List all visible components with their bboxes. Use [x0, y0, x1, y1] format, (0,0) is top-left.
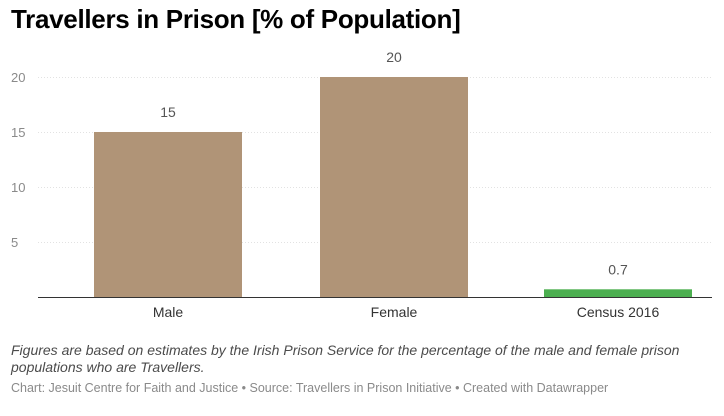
- y-tick-label-5: 5: [11, 235, 18, 250]
- y-tick-label-20: 20: [11, 70, 25, 85]
- data-label-female: 20: [386, 49, 402, 65]
- data-label-male: 15: [160, 104, 176, 120]
- x-tick-label-male: Male: [153, 304, 184, 320]
- bar-chart: 5 10 15 20 15 Male 20 Female 0.7 Census 2016: [11, 49, 712, 320]
- chart-notes: Figures are based on estimates by the Ir…: [11, 342, 680, 375]
- bar-male: [94, 132, 242, 297]
- x-tick-label-census-2016: Census 2016: [577, 304, 660, 320]
- chart-byline: Chart: Jesuit Centre for Faith and Justi…: [11, 381, 609, 395]
- y-tick-label-15: 15: [11, 125, 25, 140]
- x-tick-label-female: Female: [371, 304, 418, 320]
- bar-female: [320, 77, 468, 297]
- data-label-census-2016: 0.7: [608, 261, 628, 277]
- chart-title: Travellers in Prison [% of Population]: [11, 4, 461, 34]
- bar-census-2016: [544, 289, 692, 297]
- y-tick-label-10: 10: [11, 180, 25, 195]
